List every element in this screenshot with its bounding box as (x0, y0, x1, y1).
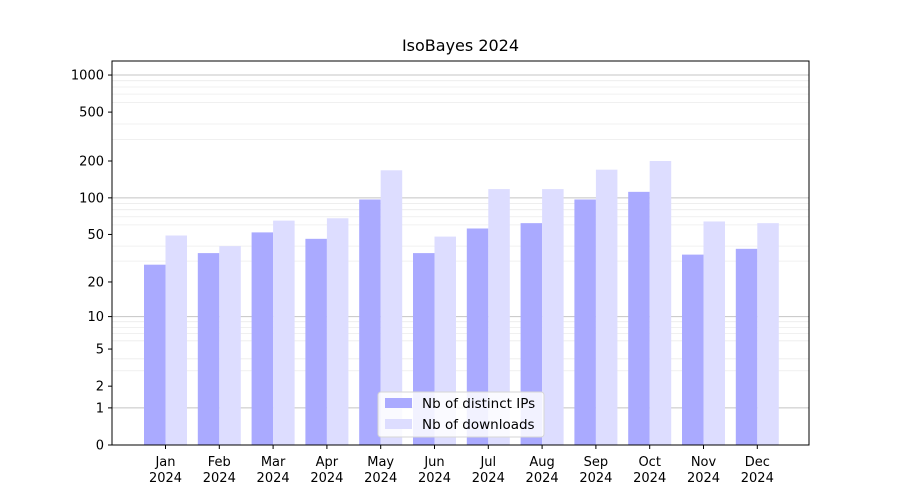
bar-distinct-ips (197, 253, 220, 445)
y-tick-label: 2 (96, 380, 104, 395)
x-tick-label-month: May (367, 455, 394, 470)
legend-box (377, 391, 545, 438)
bar-distinct-ips (305, 238, 327, 445)
legend-label: Nb of downloads (422, 417, 535, 433)
x-tick-label-year: 2024 (257, 471, 290, 486)
bar-downloads (703, 221, 725, 445)
x-tick-label-month: Sep (584, 455, 609, 470)
legend-label: Nb of distinct IPs (422, 396, 535, 412)
y-tick-label: 10 (87, 310, 104, 325)
x-tick-label-year: 2024 (526, 471, 559, 486)
x-tick-label-month: Apr (316, 455, 339, 470)
bar-distinct-ips (682, 254, 704, 445)
bar-distinct-ips (520, 223, 543, 445)
x-tick-label-month: Aug (529, 455, 554, 470)
bar-downloads (488, 189, 510, 445)
x-tick-label-month: Mar (261, 455, 286, 470)
bar-downloads (326, 218, 349, 445)
y-tick-label: 0 (96, 439, 104, 454)
x-tick-label-year: 2024 (472, 471, 505, 486)
x-tick-label-year: 2024 (633, 471, 666, 486)
bar-downloads (649, 161, 672, 445)
x-tick-label-year: 2024 (418, 471, 451, 486)
chart-title: IsoBayes 2024 (402, 36, 519, 55)
x-tick-label-year: 2024 (364, 471, 397, 486)
legend-swatch (385, 419, 412, 429)
bar-distinct-ips (251, 232, 274, 445)
bar-distinct-ips (466, 228, 489, 445)
legend-swatch (385, 398, 412, 408)
x-tick-label-month: Jun (423, 455, 444, 470)
x-tick-label-month: Nov (691, 455, 717, 470)
bar-downloads (542, 189, 564, 445)
y-tick-label: 20 (87, 275, 104, 290)
x-tick-label-year: 2024 (687, 471, 720, 486)
legend: Nb of distinct IPs Nb of downloads (377, 391, 545, 438)
y-tick-label: 100 (79, 191, 104, 206)
bar-downloads (165, 235, 187, 445)
x-tick-label-year: 2024 (149, 471, 182, 486)
bar-downloads (219, 246, 241, 445)
bar-distinct-ips (628, 191, 650, 445)
y-tick-label: 500 (79, 106, 104, 121)
y-tick-label: 200 (79, 155, 104, 170)
x-tick-label-year: 2024 (310, 471, 343, 486)
bar-downloads (380, 170, 403, 446)
x-tick-label-month: Jan (154, 455, 175, 470)
bar-distinct-ips (144, 264, 166, 445)
x-tick-label-month: Feb (208, 455, 231, 470)
x-tick-label-month: Jul (479, 455, 496, 470)
y-tick-label: 5 (96, 343, 104, 358)
y-tick-label: 1000 (71, 69, 104, 84)
x-tick-label-year: 2024 (579, 471, 612, 486)
y-tick-label: 50 (87, 228, 104, 243)
y-axis: 0 1 2 5 10 20 50 100 200 500 1000 (71, 69, 112, 454)
bar-distinct-ips (574, 199, 596, 445)
y-tick-label: 1 (96, 401, 104, 416)
x-axis: Jan2024Feb2024Mar2024Apr2024May2024Jun20… (149, 445, 774, 486)
bar-distinct-ips (359, 199, 381, 445)
x-tick-label-year: 2024 (741, 471, 774, 486)
x-tick-label-month: Oct (638, 455, 660, 470)
x-tick-label-year: 2024 (203, 471, 236, 486)
bar-downloads (757, 223, 779, 445)
bars (144, 161, 779, 446)
bar-downloads (273, 220, 295, 445)
plot-frame (111, 60, 810, 446)
x-tick-label-month: Dec (745, 455, 770, 470)
bar-distinct-ips (735, 248, 758, 445)
bar-downloads (595, 169, 618, 446)
